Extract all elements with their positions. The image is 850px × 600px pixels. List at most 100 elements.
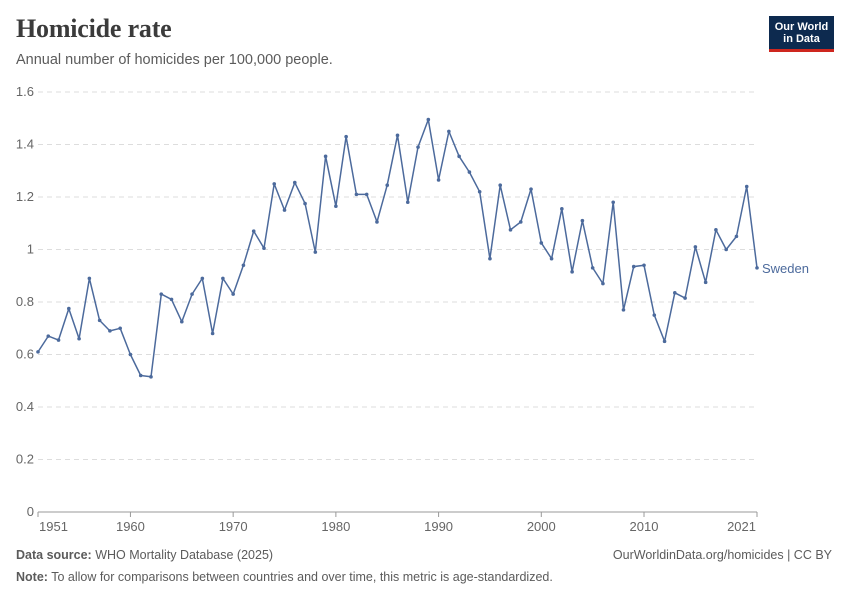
note-text: To allow for comparisons between countri… (51, 570, 553, 584)
data-point (755, 266, 759, 270)
y-tick-label: 1.4 (16, 137, 34, 152)
y-tick-label: 0 (27, 504, 34, 519)
data-point (447, 129, 451, 134)
data-source-text: WHO Mortality Database (2025) (95, 548, 274, 562)
data-point (354, 192, 359, 197)
y-tick-label: 1.2 (16, 189, 34, 204)
owid-logo[interactable]: Our World in Data (769, 16, 834, 52)
x-tick-label: 1960 (116, 519, 145, 534)
data-point (426, 117, 431, 122)
x-tick-label: 1951 (39, 519, 68, 534)
data-point (395, 133, 400, 138)
logo-line-2: in Data (783, 33, 820, 45)
note-label: Note: (16, 570, 48, 584)
data-point (467, 170, 472, 174)
data-point (601, 281, 605, 286)
data-point (169, 297, 174, 302)
y-tick-label: 1 (27, 242, 34, 257)
data-point (77, 336, 81, 341)
y-tick-label: 0.8 (16, 294, 34, 309)
data-point (560, 207, 564, 211)
data-point (518, 220, 523, 224)
data-point (313, 250, 318, 254)
data-point (138, 373, 143, 378)
data-source: Data source: WHO Mortality Database (202… (16, 548, 273, 562)
data-point (292, 180, 297, 185)
data-point (375, 220, 379, 224)
footnote: Note: To allow for comparisons between c… (16, 570, 553, 584)
data-point (498, 183, 503, 187)
data-source-label: Data source: (16, 548, 92, 562)
x-tick-label: 2010 (630, 519, 659, 534)
y-tick-label: 0.2 (16, 452, 34, 467)
data-point (642, 263, 646, 268)
data-point (210, 331, 215, 336)
data-point (149, 375, 153, 379)
data-point (693, 245, 698, 249)
data-point (118, 326, 122, 331)
data-point (477, 189, 482, 194)
data-point (87, 276, 92, 281)
data-point (272, 182, 277, 186)
data-point (703, 280, 708, 285)
data-point (662, 339, 667, 344)
y-tick-label: 0.6 (16, 347, 34, 362)
data-point (231, 292, 235, 296)
data-point (221, 276, 225, 281)
data-point (344, 134, 348, 139)
x-tick-label: 2000 (527, 519, 556, 534)
data-point (724, 247, 728, 252)
series-line (37, 118, 758, 378)
data-point (282, 208, 287, 212)
data-point (714, 228, 718, 232)
data-point (508, 228, 513, 232)
y-tick-label: 0.4 (16, 399, 34, 414)
data-point (580, 218, 585, 223)
data-point (56, 338, 61, 342)
data-point (108, 329, 112, 333)
data-point (262, 246, 266, 250)
data-point (323, 154, 328, 159)
data-point (611, 200, 615, 205)
data-point (251, 229, 256, 233)
data-point (364, 192, 369, 197)
chart-title: Homicide rate (16, 14, 172, 43)
source-link[interactable]: OurWorldinData.org/homicides | CC BY (612, 548, 832, 562)
data-point (621, 308, 626, 312)
x-tick-label: 1990 (424, 519, 453, 534)
data-point (652, 313, 657, 317)
data-point (303, 201, 307, 206)
series-label: Sweden (762, 261, 809, 276)
data-point (488, 256, 492, 261)
chart-subtitle: Annual number of homicides per 100,000 p… (16, 52, 333, 68)
data-point (128, 352, 133, 357)
data-point (631, 264, 636, 269)
data-point (734, 234, 739, 239)
y-tick-label: 1.6 (16, 84, 34, 99)
data-point (405, 200, 410, 205)
data-point (67, 306, 71, 311)
data-point (457, 154, 461, 159)
data-point (200, 276, 205, 281)
x-tick-label: 1970 (219, 519, 248, 534)
data-point (549, 256, 554, 261)
data-point (436, 178, 441, 182)
x-tick-label: 1980 (321, 519, 350, 534)
data-point (241, 263, 246, 268)
data-point (529, 187, 533, 191)
data-point (334, 204, 338, 208)
data-point (97, 318, 102, 323)
data-point (385, 183, 390, 187)
data-point (46, 334, 51, 338)
data-point (590, 266, 595, 270)
data-point (416, 145, 420, 149)
data-point (180, 319, 184, 324)
data-point (190, 292, 194, 296)
data-point (744, 184, 749, 189)
data-point (159, 292, 164, 296)
data-point (539, 241, 544, 245)
logo-line-1: Our World (774, 21, 829, 33)
x-tick-label: 2021 (727, 519, 756, 534)
data-point (673, 291, 677, 295)
